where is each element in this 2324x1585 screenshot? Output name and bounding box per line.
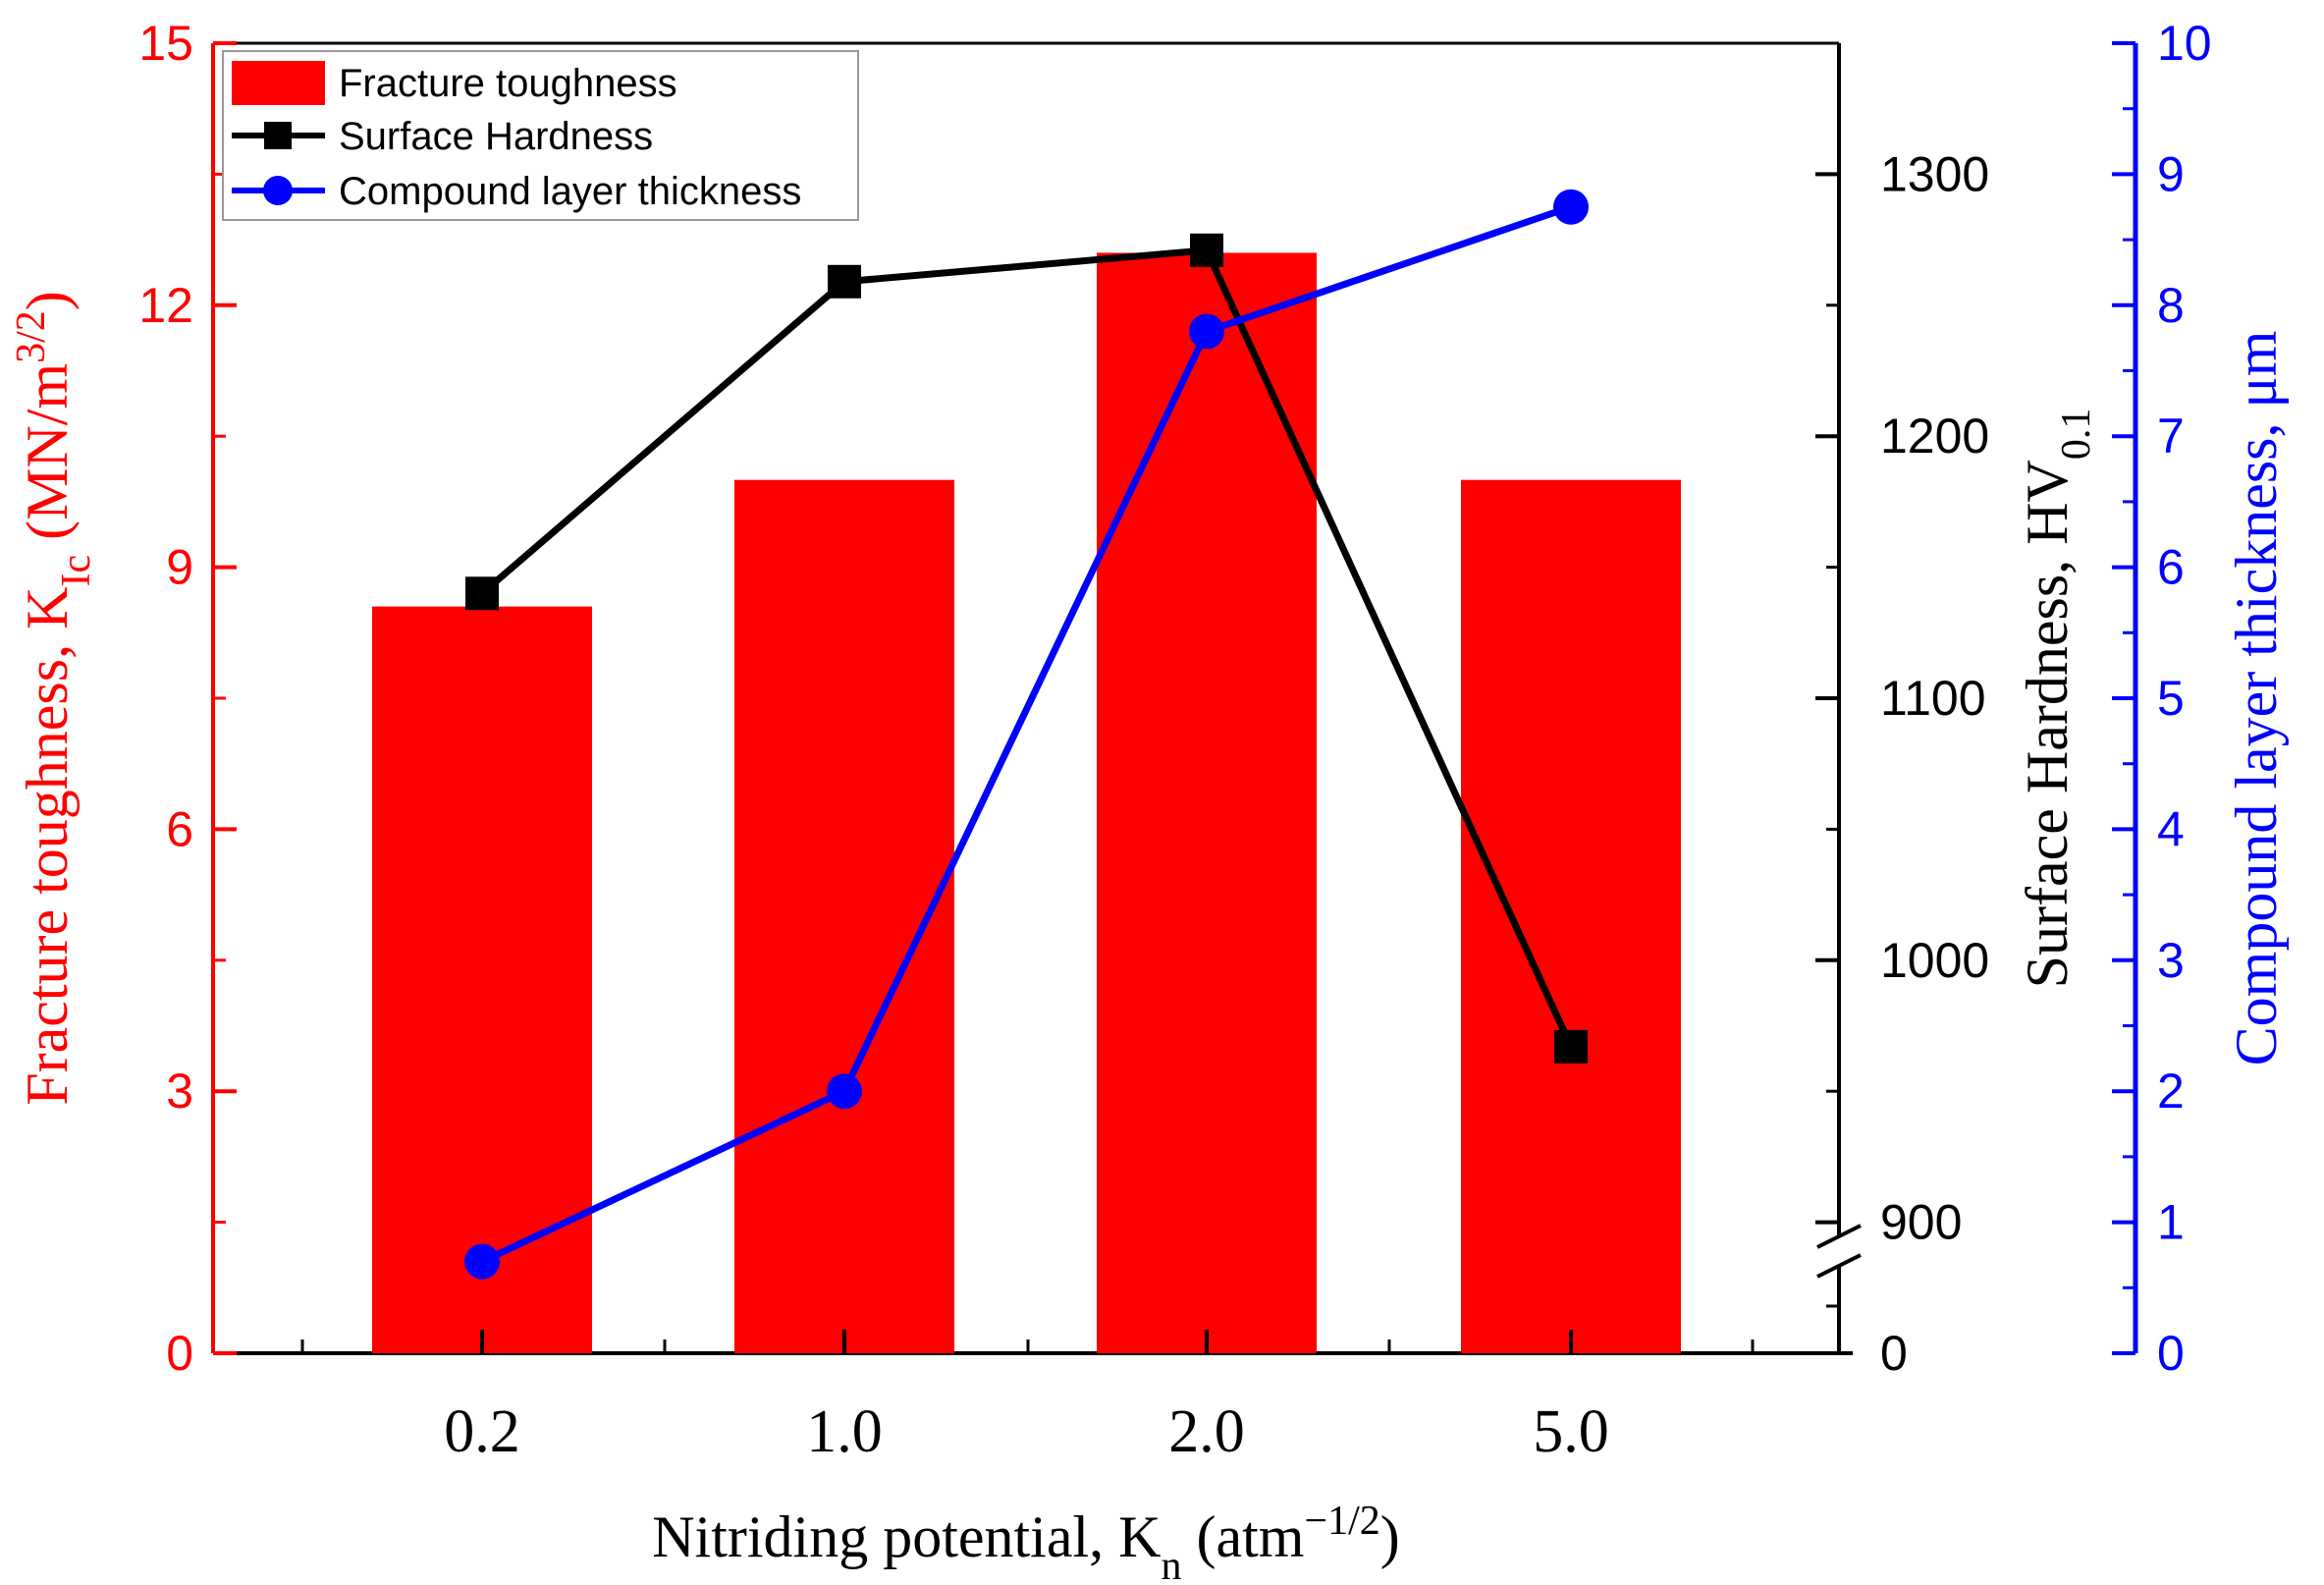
thickness-tick-label-3: 3 bbox=[2157, 933, 2185, 988]
point-surface-hardness-1-0 bbox=[828, 264, 861, 299]
legend: Fracture toughness Surface Hardness Comp… bbox=[222, 50, 859, 221]
legend-label-fracture-toughness: Fracture toughness bbox=[339, 62, 677, 105]
legend-label-surface-hardness: Surface Hardness bbox=[339, 115, 653, 158]
axis-break-mark-1 bbox=[1816, 1224, 1862, 1249]
bar-fracture-toughness-1-0 bbox=[734, 479, 954, 1354]
thickness-tick-label-10: 10 bbox=[2157, 16, 2212, 71]
point-compound-layer-thickness-2-0 bbox=[1189, 313, 1224, 350]
hardness-tick-label-1100: 1100 bbox=[1880, 671, 1986, 726]
hardness-tick-label-1000: 1000 bbox=[1880, 933, 1989, 988]
left-tick-label-12: 12 bbox=[138, 278, 193, 333]
left-axis-title: Fracture toughness, KIc (MN/m3/2) bbox=[9, 291, 99, 1106]
bar-fracture-toughness-0-2 bbox=[372, 606, 592, 1353]
left-tick-label-9: 9 bbox=[166, 540, 193, 595]
thickness-axis-title: Compound layer thickness, μm bbox=[2224, 331, 2289, 1066]
thickness-tick-label-1: 1 bbox=[2157, 1195, 2185, 1250]
thickness-tick-label-5: 5 bbox=[2157, 671, 2185, 726]
thickness-tick-label-9: 9 bbox=[2157, 146, 2185, 201]
x-axis-title: Nitriding potential, Kn (atm−1/2) bbox=[652, 1499, 1400, 1585]
point-surface-hardness-5-0 bbox=[1554, 1029, 1588, 1064]
series-line-surface-hardness bbox=[479, 246, 1575, 1049]
point-compound-layer-thickness-0-2 bbox=[464, 1243, 500, 1280]
left-tick-label-15: 15 bbox=[138, 16, 193, 71]
point-surface-hardness-2-0 bbox=[1190, 233, 1223, 267]
legend-frame bbox=[222, 50, 859, 221]
axis-break-mark-2 bbox=[1816, 1253, 1862, 1279]
thickness-tick-label-6: 6 bbox=[2157, 540, 2185, 595]
thickness-tick-label-4: 4 bbox=[2157, 801, 2185, 856]
x-tick-label-5-0: 5.0 bbox=[1533, 1398, 1609, 1465]
bar-fracture-toughness-5-0 bbox=[1461, 479, 1681, 1354]
left-tick-label-3: 3 bbox=[166, 1064, 193, 1119]
point-compound-layer-thickness-5-0 bbox=[1553, 189, 1589, 225]
series-line-compound-layer-thickness bbox=[480, 203, 1573, 1265]
legend-swatch-fracture-toughness bbox=[232, 61, 325, 105]
ticks-layer: 0369121501234567891090010001100120013000… bbox=[138, 16, 2211, 1465]
bar-fracture-toughness-2-0 bbox=[1097, 252, 1317, 1354]
x-tick-label-2-0: 2.0 bbox=[1168, 1398, 1245, 1465]
thickness-tick-label-0: 0 bbox=[2157, 1326, 2185, 1381]
thickness-tick-label-7: 7 bbox=[2157, 409, 2185, 464]
hardness-tick-label-900: 900 bbox=[1880, 1195, 1962, 1250]
x-tick-label-0-2: 0.2 bbox=[444, 1398, 520, 1465]
thickness-tick-label-8: 8 bbox=[2157, 278, 2185, 333]
legend-marker-surface-hardness bbox=[264, 122, 292, 149]
x-tick-label-1-0: 1.0 bbox=[806, 1398, 883, 1465]
point-compound-layer-thickness-1-0 bbox=[827, 1073, 862, 1110]
left-tick-label-0: 0 bbox=[166, 1326, 193, 1381]
hardness-tick-label-1200: 1200 bbox=[1880, 409, 1989, 464]
thickness-tick-label-2: 2 bbox=[2157, 1064, 2185, 1119]
lines-layer bbox=[464, 189, 1589, 1280]
hardness-tick-label-0: 0 bbox=[1880, 1326, 1908, 1381]
hardness-tick-label-1300: 1300 bbox=[1880, 146, 1989, 201]
point-surface-hardness-0-2 bbox=[465, 576, 499, 611]
legend-marker-compound-layer bbox=[263, 176, 293, 205]
legend-label-compound-layer: Compound layer thickness bbox=[339, 170, 801, 213]
bars-layer bbox=[372, 252, 1681, 1354]
left-tick-label-6: 6 bbox=[166, 801, 193, 856]
hardness-axis-title: Surface Hardness, HV0.1 bbox=[2015, 409, 2099, 989]
